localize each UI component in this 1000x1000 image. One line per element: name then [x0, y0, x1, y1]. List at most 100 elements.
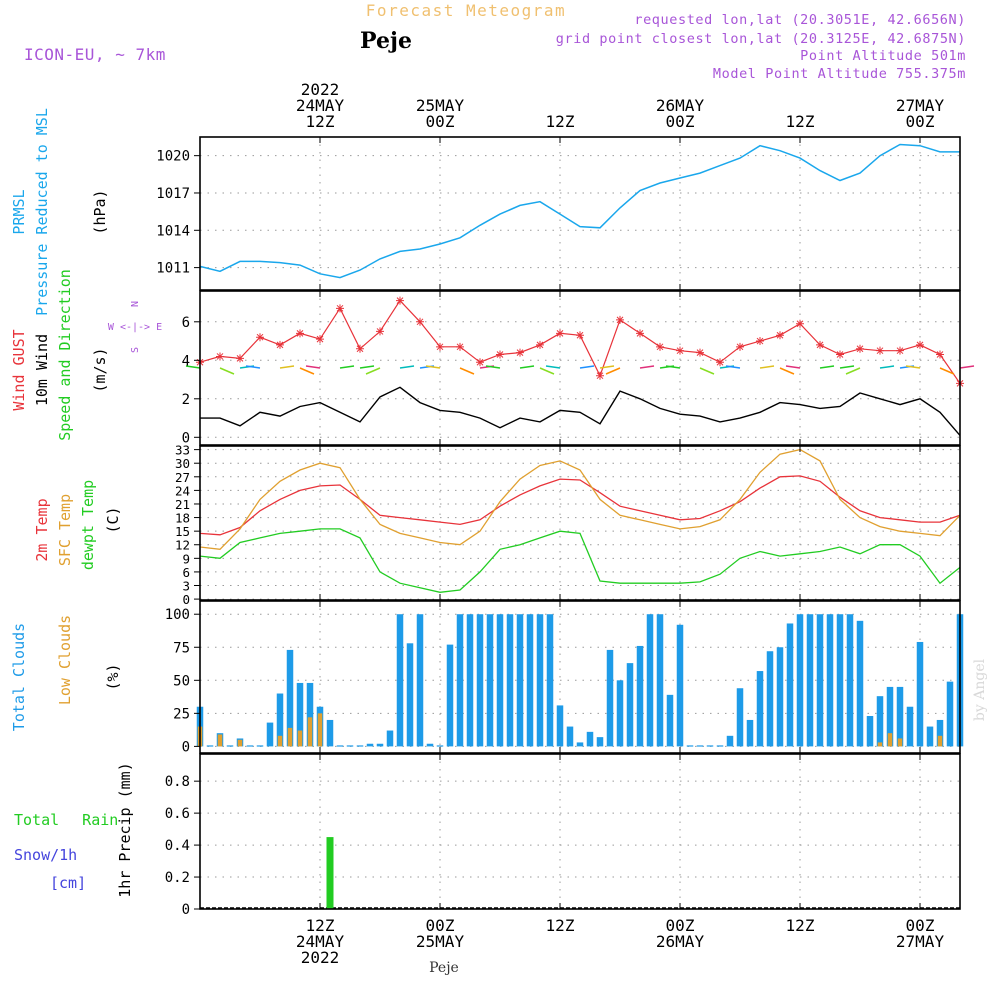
gust-marker — [676, 346, 684, 355]
gust-marker — [776, 331, 784, 340]
total-clouds-bar — [246, 745, 254, 747]
total-clouds-bar — [556, 705, 564, 747]
wind-direction-arrow — [279, 365, 295, 369]
wind-direction-arrow — [365, 367, 381, 375]
total-clouds-bar — [666, 694, 674, 747]
compass-we: W <-|-> E — [108, 322, 162, 333]
wind-direction-arrow — [879, 365, 895, 369]
y-tick-label: 0.6 — [165, 806, 190, 822]
total-clouds-bar — [706, 745, 714, 747]
panel-frame — [199, 600, 961, 754]
total-clouds-bar — [516, 614, 524, 747]
total-clouds-bar — [906, 706, 914, 747]
snow-unit-label: [cm] — [50, 874, 86, 892]
total-clouds-bar — [686, 745, 694, 747]
requested-coordinates: requested lon,lat (20.3051E, 42.6656N) — [634, 12, 966, 28]
wind-unit: (m/s) — [91, 347, 109, 392]
total-clouds-bar — [816, 614, 824, 747]
panel-frame — [199, 445, 961, 601]
wind-direction-arrow — [485, 365, 501, 369]
model-altitude: Model Point Altitude 755.375m — [713, 66, 966, 82]
gust-label: Wind GUST — [10, 329, 28, 410]
gust-marker — [496, 350, 504, 359]
top-time-label: 24MAY — [296, 96, 345, 115]
y-tick-label: 25 — [173, 706, 190, 722]
pressure-label-2: Pressure Reduced to MSL — [33, 108, 51, 316]
total-clouds-bar — [716, 745, 724, 747]
total-clouds-bar — [526, 614, 534, 747]
total-clouds-bar — [356, 745, 364, 747]
total-clouds-bar — [936, 719, 944, 747]
wind-direction-arrow — [839, 365, 855, 369]
footer-location: Peje — [429, 960, 459, 976]
total-clouds-bar — [336, 745, 344, 747]
y-tick-label: 1014 — [156, 223, 190, 239]
bottom-time-label: 12Z — [546, 916, 575, 935]
low-clouds-bar — [287, 727, 293, 747]
point-altitude: Point Altitude 501m — [800, 48, 966, 64]
gust-marker — [796, 319, 804, 328]
top-time-label: 2022 — [301, 80, 340, 99]
sfc-temp-label: SFC Temp — [56, 494, 74, 566]
total-clouds-bar — [276, 693, 284, 747]
y-tick-label: 1011 — [156, 261, 190, 277]
top-time-label: 00Z — [906, 112, 935, 131]
gust-marker — [856, 344, 864, 353]
gust-marker — [636, 329, 644, 338]
gust-marker — [256, 333, 264, 342]
low-clouds-bar — [897, 738, 903, 747]
gust-marker — [456, 342, 464, 351]
dewpt-label: dewpt Temp — [79, 480, 97, 570]
total-clouds-bar — [616, 680, 624, 747]
y-tick-label: 0.2 — [165, 870, 190, 886]
total-clouds-bar — [576, 742, 584, 747]
gust-marker — [656, 342, 664, 351]
gust-marker — [696, 348, 704, 357]
temp-2m-line — [199, 475, 961, 536]
wind-gust-line — [199, 299, 961, 384]
gust-marker — [476, 358, 484, 367]
wind-direction-arrow — [359, 365, 375, 369]
total-clouds-bar — [836, 614, 844, 747]
total-clouds-bar — [416, 614, 424, 747]
total-clouds-bar — [926, 726, 934, 747]
bottom-time-label: 26MAY — [656, 932, 705, 951]
y-tick-label: 6 — [182, 315, 190, 331]
y-tick-label: 12 — [175, 538, 190, 553]
top-time-label: 12Z — [306, 112, 335, 131]
total-clouds-bar — [466, 614, 474, 747]
total-clouds-bar — [786, 623, 794, 747]
total-clouds-bar — [426, 743, 434, 747]
total-clouds-bar — [656, 614, 664, 747]
gust-marker — [716, 358, 724, 367]
watermark: by Angel — [972, 658, 988, 721]
bottom-time-label: 00Z — [906, 916, 935, 935]
total-clouds-bar — [326, 719, 334, 747]
total-clouds-bar — [386, 730, 394, 747]
y-tick-label: 0.8 — [165, 774, 190, 790]
y-tick-label: 6 — [182, 565, 190, 580]
y-tick-label: 75 — [173, 640, 190, 656]
total-clouds-bar — [796, 614, 804, 747]
total-clouds-bar — [456, 614, 464, 747]
total-clouds-label: Total Clouds — [10, 623, 28, 731]
y-tick-label: 50 — [173, 673, 190, 689]
total-clouds-bar — [876, 696, 884, 747]
y-tick-label: 24 — [175, 483, 190, 498]
gust-marker — [616, 315, 624, 324]
gust-marker — [236, 354, 244, 363]
low-clouds-bar — [887, 733, 893, 747]
total-clouds-bar — [636, 645, 644, 747]
temp-sfc-line — [199, 448, 961, 550]
total-clouds-bar — [866, 715, 874, 747]
bottom-time-label: 2022 — [301, 948, 340, 967]
total-clouds-bar — [396, 614, 404, 747]
wind-direction-arrow — [599, 365, 615, 369]
header-title: Forecast Meteogram — [366, 1, 566, 20]
low-clouds-bar — [297, 730, 303, 747]
wind-direction-arrow — [779, 367, 795, 375]
gust-marker — [396, 296, 404, 305]
total-clouds-bar — [846, 614, 854, 747]
direction-label: Speed and Direction — [56, 269, 74, 441]
